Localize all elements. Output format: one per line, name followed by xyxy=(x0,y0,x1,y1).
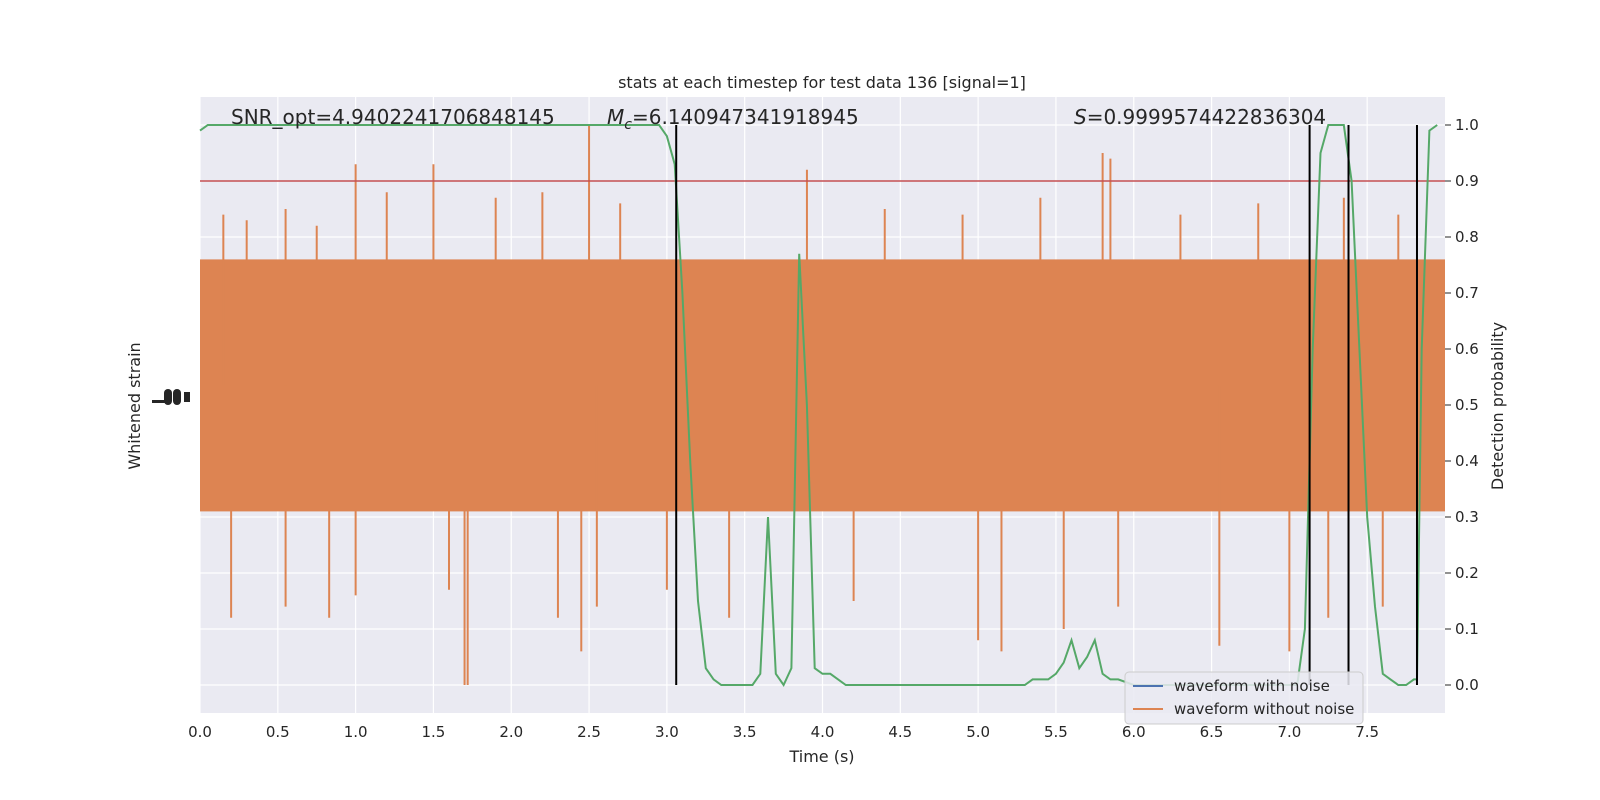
y-tick-label: 0.9 xyxy=(1455,172,1479,190)
x-tick-label: 2.5 xyxy=(577,723,601,741)
x-tick-label: 6.5 xyxy=(1200,723,1224,741)
y-tick-label: 0.0 xyxy=(1455,676,1479,694)
legend-box xyxy=(1124,671,1364,725)
x-tick-label: 1.5 xyxy=(422,723,446,741)
x-tick-label: 5.5 xyxy=(1044,723,1068,741)
y-tick-label: 0.5 xyxy=(1455,396,1479,414)
y-ticks-right: 0.0 0.1 0.2 0.3 0.4 0.5 0.6 0.7 0.8 0.9 1.0 xyxy=(1445,116,1479,694)
x-tick-label: 4.0 xyxy=(811,723,835,741)
y-tick-label: 1.0 xyxy=(1455,116,1479,134)
waveform-without-noise-spikes xyxy=(222,125,1400,685)
mc-symbol: M xyxy=(607,105,624,129)
x-ticks: 0.0 0.5 1.0 1.5 2.0 2.5 3.0 3.5 4.0 4.5 5.0 5.5 6.0 6… xyxy=(188,723,1379,741)
y-tick-label: 0.3 xyxy=(1455,508,1479,526)
x-axis-label: Time (s) xyxy=(788,747,854,766)
detection-probability-layer xyxy=(199,124,1438,687)
x-tick-label: 1.0 xyxy=(344,723,368,741)
y-tick-label: 0.4 xyxy=(1455,452,1479,470)
detection-probability-line xyxy=(199,124,1438,687)
x-tick-label: 3.0 xyxy=(655,723,679,741)
left-axis-ticks xyxy=(152,389,190,405)
x-tick-label: 7.0 xyxy=(1277,723,1301,741)
x-tick-label: 6.0 xyxy=(1122,723,1146,741)
y-tick-label: 0.1 xyxy=(1455,620,1479,638)
y-tick-label: 0.6 xyxy=(1455,340,1479,358)
x-tick-label: 0.0 xyxy=(188,723,212,741)
mc-value: =6.140947341918945 xyxy=(632,105,859,129)
y-tick-label: 0.8 xyxy=(1455,228,1479,246)
vertical-markers xyxy=(675,125,1418,685)
chart-title: stats at each timestep for test data 136… xyxy=(618,73,1026,92)
s-annotation: S=0.9999574422836304 xyxy=(1074,105,1326,129)
y-tick-label: 0.2 xyxy=(1455,564,1479,582)
s-symbol: S xyxy=(1074,105,1087,129)
y-axis-label-left: Whitened strain xyxy=(125,342,144,469)
x-tick-label: 3.5 xyxy=(733,723,757,741)
legend: waveform with noise waveform without noi… xyxy=(1124,671,1364,725)
x-tick-label: 2.0 xyxy=(499,723,523,741)
snr-annotation: SNR_opt=4.9402241706848145 xyxy=(231,105,555,129)
s-value: =0.9999574422836304 xyxy=(1087,105,1326,129)
x-tick-label: 4.5 xyxy=(888,723,912,741)
x-tick-label: 0.5 xyxy=(266,723,290,741)
x-tick-label: 5.0 xyxy=(966,723,990,741)
y-tick-label: 0.7 xyxy=(1455,284,1479,302)
mc-subscript: c xyxy=(624,117,632,133)
legend-label-no-noise: waveform without noise xyxy=(1174,700,1354,718)
strain-band-body xyxy=(200,259,1445,512)
x-tick-label: 7.5 xyxy=(1355,723,1379,741)
legend-label-noise: waveform with noise xyxy=(1174,677,1330,695)
waveform-without-noise-band xyxy=(200,259,1445,512)
y-axis-label-right: Detection probability xyxy=(1488,322,1507,490)
chirp-mass-annotation: Mc=6.140947341918945 xyxy=(607,105,859,133)
